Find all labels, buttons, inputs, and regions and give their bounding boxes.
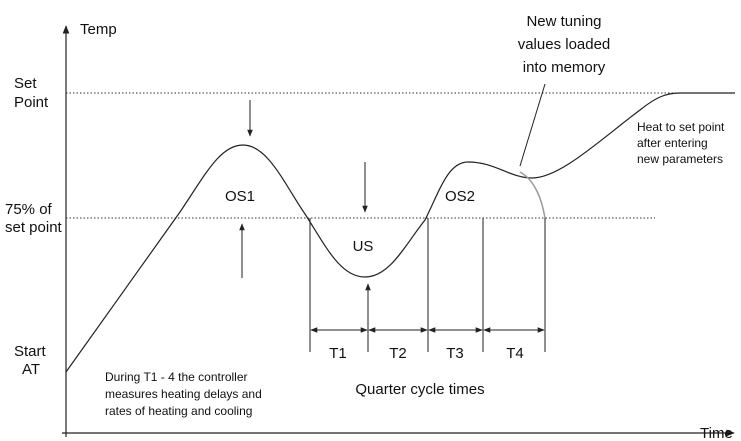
level-label: AT [22,361,40,378]
period-label: T2 [389,345,407,362]
period-label: T1 [329,345,347,362]
note: During T1 - 4 the controller [105,370,248,384]
level-label: Point [14,94,49,111]
y-axis-label: Temp [80,21,117,38]
period-label: T4 [506,345,524,362]
region-label: OS2 [445,188,475,205]
level-label: set point [5,219,63,236]
pointer [519,83,546,167]
note: values loaded [518,36,611,53]
level-label: Set [14,75,37,92]
alt-curve [519,171,546,219]
note: Heat to set point [637,120,725,134]
level-label: Start [14,343,47,360]
note: new parameters [637,152,723,166]
region-label: OS1 [225,188,255,205]
note: into memory [523,59,606,76]
temperature-curve [65,92,735,373]
note: New tuning [526,13,601,30]
level-label: 75% of [5,201,53,218]
region-label: US [353,238,374,255]
x-axis-label: Time [700,425,733,441]
note: measures heating delays and [105,387,262,401]
period-caption: Quarter cycle times [355,381,484,398]
note: rates of heating and cooling [105,404,252,418]
note: after entering [637,136,708,150]
period-label: T3 [446,345,464,362]
